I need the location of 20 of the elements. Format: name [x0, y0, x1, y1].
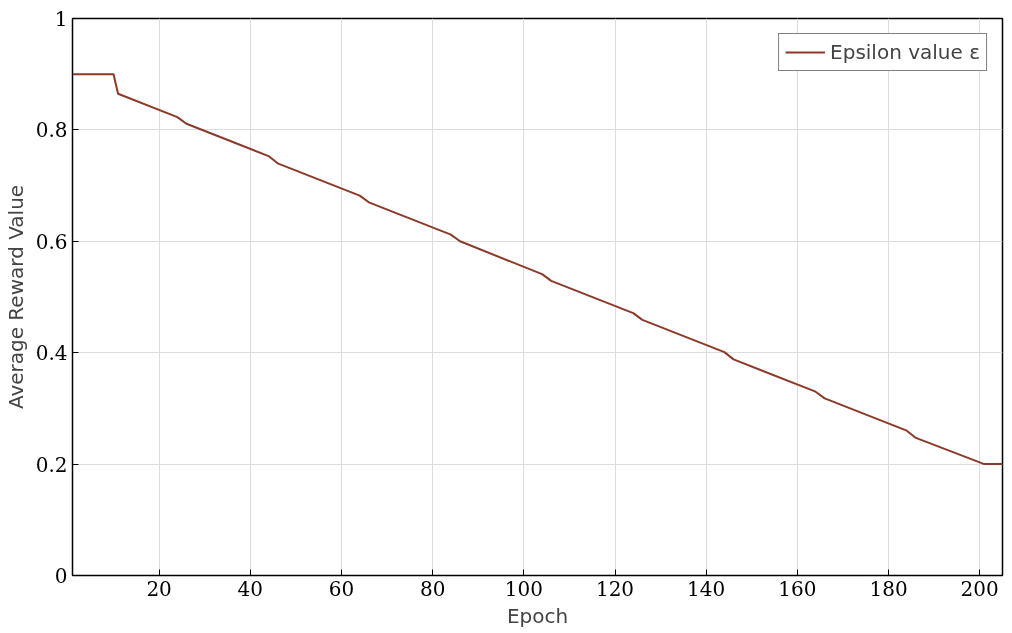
y-tick-label: 1 — [54, 7, 68, 31]
x-tick-label: 120 — [595, 576, 635, 601]
y-tick-label: 0 — [54, 564, 68, 588]
x-tick-label: 180 — [869, 576, 908, 601]
x-tick-label: 60 — [328, 576, 355, 601]
x-tick-label: 160 — [778, 576, 817, 601]
y-tick-label: 0.4 — [35, 341, 68, 366]
x-tick-label: 80 — [419, 576, 446, 601]
x-tick-label: 140 — [687, 576, 726, 601]
x-tick-label: 200 — [960, 576, 999, 601]
x-tick-label: 40 — [237, 576, 264, 601]
line-series — [72, 73, 1003, 466]
y-axis-title: Average Reward Value — [3, 184, 28, 410]
y-tick-label: 0.2 — [35, 452, 68, 477]
x-axis-title: Epoch — [506, 603, 569, 628]
y-tick-label: 0.8 — [35, 118, 68, 143]
y-tick-label: 0.6 — [35, 229, 68, 254]
x-tick-label: 100 — [504, 576, 543, 601]
x-tick-label: 20 — [146, 576, 172, 601]
legend-label: Epsilon value ε — [830, 40, 980, 64]
